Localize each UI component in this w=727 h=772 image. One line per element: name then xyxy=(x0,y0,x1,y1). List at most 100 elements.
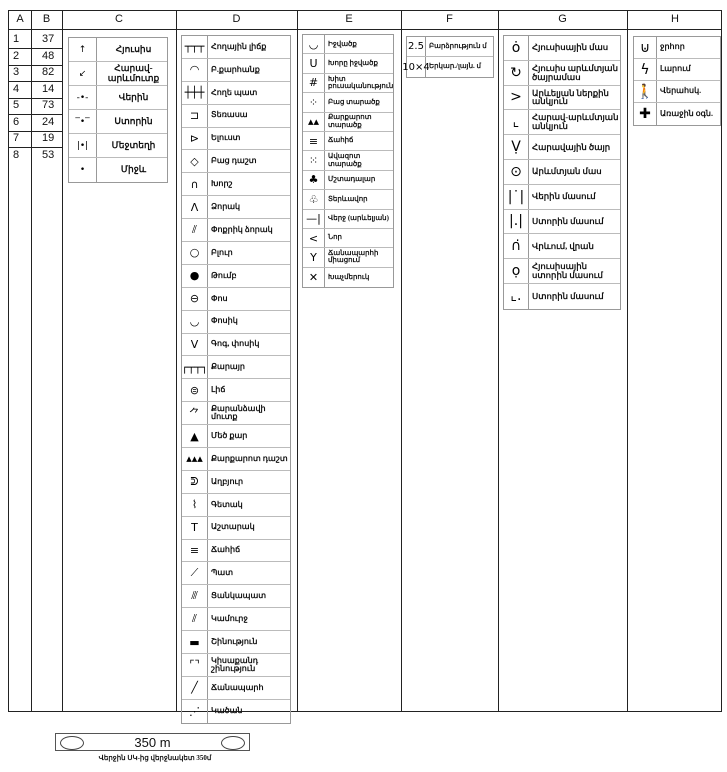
legend-label: Հյուսիսային մաս xyxy=(532,42,609,53)
deciduous-icon: ♧ xyxy=(303,190,325,209)
row-divider xyxy=(9,147,62,148)
legend-item: ⟋ Պատ xyxy=(182,562,290,586)
legend-item: ⊙ Արևմտյան մաս xyxy=(504,159,620,185)
legend-item: ▴▴▴ Քարքարոտ դաշտ xyxy=(182,448,290,471)
row-number: 6 xyxy=(13,115,20,128)
legend-label: Մեծ քար xyxy=(211,430,248,440)
header-divider xyxy=(9,29,721,30)
legend-label: Հարավ-արևմտյան անկյուն xyxy=(532,112,619,132)
start-circle-icon xyxy=(60,736,84,750)
road-icon: ╱ xyxy=(182,676,208,699)
scale-bar: 350 m xyxy=(55,733,250,751)
legend-item: ◇ Բաց դաշտ xyxy=(182,150,290,174)
legend-label: Հողե պատ xyxy=(211,87,258,97)
marsh-icon: ≡ xyxy=(303,131,325,151)
legend-item: ⋰ Կածան xyxy=(182,699,290,723)
legend-item: ⌇ Գետակ xyxy=(182,493,290,517)
legend-label: ջրհոր xyxy=(660,42,685,52)
legend-item: T Աշտարակ xyxy=(182,516,290,540)
small-pit-icon: ◡ xyxy=(182,310,208,333)
legend-item: ≡ Ճահիճ xyxy=(182,539,290,563)
legend-item: 🚶 Վերահսկ. xyxy=(634,81,720,103)
southwest-corner-icon: ⌞ xyxy=(504,110,529,135)
legend-label: Երկար./լայն. մ xyxy=(429,62,481,71)
earth-wall-icon: ┼┼┼ xyxy=(182,81,208,104)
row-divider xyxy=(9,48,62,49)
legend-label: Արևմտյան մաս xyxy=(532,166,602,177)
small-gully-icon: ⫽ xyxy=(182,219,208,242)
legend-table: A B C D E F G H 1 37 2 48 3 82 4 14 5 73 6 24… xyxy=(8,10,722,712)
diamond-icon: ◇ xyxy=(182,150,208,173)
legend-item: ⫽ Փոքրիկ ձորակ xyxy=(182,219,290,243)
column-divider xyxy=(498,11,499,711)
legend-item: ⺈ Քարանձավի մուտք xyxy=(182,402,290,426)
legend-label: Բլուր xyxy=(211,247,233,257)
row-value: 19 xyxy=(42,132,55,144)
height-value: 2.5 xyxy=(407,37,426,56)
south-end-icon: Ṿ xyxy=(504,135,529,159)
header-g: G xyxy=(558,13,567,25)
legend-item: ▴▴ Քարքարոտ տարածք xyxy=(303,112,393,132)
legend-label: Ստորին մասում xyxy=(532,290,604,301)
legend-label: Աղբյուր xyxy=(211,476,244,486)
row-divider xyxy=(9,64,62,66)
legend-label: Նոր xyxy=(328,233,342,242)
deep-depression-icon: U xyxy=(303,54,325,73)
legend-label: Վերահսկ. xyxy=(660,86,702,96)
legend-item: ‾•‾ Ստորին xyxy=(69,110,167,134)
legend-label: Արևելյան ներքին անկյուն xyxy=(532,87,609,107)
legend-item: ↻ Հյուսիս արևմտյան ծայրամաս xyxy=(504,60,620,86)
legend-item: ϟ Լարում xyxy=(634,59,720,81)
legend-label: Գոգ, փոսիկ xyxy=(211,339,260,349)
east-inner-corner-icon: > xyxy=(504,85,529,110)
column-f-symbols: 2.5 Բարձրություն մ 10×4 Երկար./լայն. մ xyxy=(402,36,494,78)
legend-label: Բաց տարածք xyxy=(328,97,380,106)
west-part-icon: ⊙ xyxy=(504,159,529,184)
legend-label: Խորշ xyxy=(211,179,233,189)
legend-item: Ṿ Հարավային ծայր xyxy=(504,135,620,160)
legend-label: Կիսաքանդ շինություն xyxy=(211,655,259,673)
hill-icon: ○ xyxy=(182,242,208,264)
upper-part-icon: |˙| xyxy=(504,184,529,209)
legend-label: Ձորակ xyxy=(211,201,241,211)
gully-icon: Λ xyxy=(182,196,208,219)
row-number: 1 xyxy=(13,33,20,45)
big-rock-icon: ▲ xyxy=(182,425,208,448)
legend-item: ᕲ Աղբյուր xyxy=(182,470,290,494)
row-value: 82 xyxy=(42,66,55,78)
bend-icon: < xyxy=(303,228,325,248)
legend-item: ✕ Խաչմերուկ xyxy=(303,267,393,288)
legend-label: Լիճ xyxy=(211,385,226,395)
dot-line-below-icon: -•- xyxy=(69,86,97,109)
spring-icon: ᕲ xyxy=(182,470,208,493)
header-f: F xyxy=(446,13,453,25)
dot-between-lines-icon: |•| xyxy=(69,134,97,157)
column-divider xyxy=(401,11,402,711)
legend-item: ↙ Հարավ-արևմուտք xyxy=(69,62,167,86)
legend-item: ╱ Ճանապարհ xyxy=(182,676,290,700)
row-value: 48 xyxy=(42,49,55,62)
legend-item: U Խորը իջվածք xyxy=(303,54,393,74)
legend-label: Բ.քարհանք xyxy=(211,64,260,74)
legend-item: ◡ Փոսիկ xyxy=(182,310,290,334)
column-divider xyxy=(31,11,32,711)
lower-part-icon: |.| xyxy=(504,209,529,234)
column-divider xyxy=(62,11,63,711)
legend-item: ▲ Մեծ քար xyxy=(182,425,290,449)
legend-item: ♣ Մշտադալար xyxy=(303,170,393,191)
crossroad-icon: ✕ xyxy=(303,267,325,288)
legend-label: Ճահիճ xyxy=(211,545,241,555)
header-e: E xyxy=(345,13,353,25)
row-value: 53 xyxy=(42,148,55,161)
on-top-icon: ∩̇ xyxy=(504,234,529,259)
legend-item: ♧ Տերևավոր xyxy=(303,190,393,210)
legend-label: Ավազոտ տարածք xyxy=(328,152,362,168)
legend-label: Ելուստ xyxy=(211,133,241,143)
column-h-symbols: ⊍ ջրհոր ϟ Լարում 🚶 Վերահսկ. ✚ Առաջին օգն… xyxy=(633,36,721,126)
legend-label: Փոսիկ xyxy=(211,316,238,326)
wall-icon: ⟋ xyxy=(182,562,208,585)
legend-label: Քարքարոտ տարածք xyxy=(328,113,372,129)
legend-item: ⁘ Բաց տարածք xyxy=(303,93,393,113)
legend-label: Բաց դաշտ xyxy=(211,156,257,166)
legend-item: < Նոր xyxy=(303,228,393,249)
